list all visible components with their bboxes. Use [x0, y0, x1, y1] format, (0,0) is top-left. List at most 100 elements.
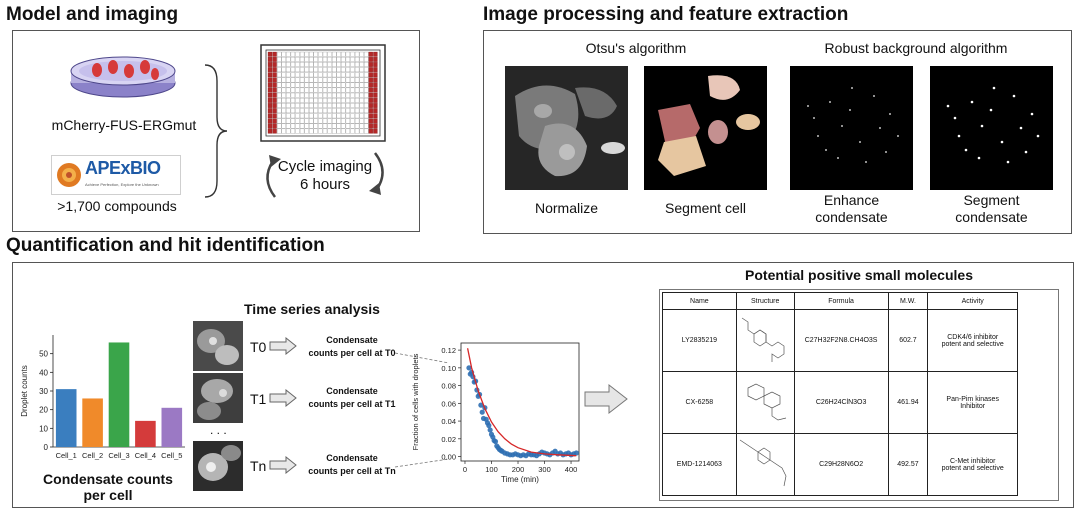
plate-well	[336, 62, 341, 67]
plate-well	[267, 67, 273, 73]
plate-well	[299, 67, 305, 73]
plate-well	[354, 77, 360, 83]
plate-well	[313, 108, 318, 114]
plate-well	[345, 77, 351, 83]
plate-well	[327, 113, 332, 119]
plate-well	[354, 72, 360, 78]
plate-well	[368, 87, 373, 93]
plate-well	[272, 87, 277, 93]
plate-well	[322, 123, 328, 129]
table-row: CX-6258 C26H24ClN3O3 461.94 Pan-Pim kina…	[662, 371, 1018, 434]
condensate-dot	[879, 127, 881, 129]
plate-well	[354, 62, 360, 67]
plate-well	[290, 82, 296, 88]
plate-well	[272, 128, 277, 134]
col-formula: Formula	[793, 292, 889, 310]
model-panel: mCherry-FUS-ERGmut APExBIO Achieve Perfe…	[12, 30, 420, 232]
plate-well	[327, 128, 332, 134]
plate-well	[368, 51, 373, 57]
thumbnail-tn	[193, 441, 243, 491]
activity-line-1: Pan-Pim kinases	[946, 395, 999, 403]
plate-well	[336, 103, 341, 108]
plate-well	[318, 103, 323, 108]
plate-well	[354, 56, 360, 62]
plate-well	[267, 87, 273, 93]
plate-well	[327, 51, 332, 57]
plate-well	[350, 113, 355, 119]
plate-well	[364, 56, 369, 62]
plate-well	[332, 62, 337, 67]
y-tick-label: 10	[39, 424, 48, 433]
plate-well	[272, 72, 277, 78]
col-name: Name	[662, 292, 737, 310]
plate-well	[341, 118, 346, 124]
plate-well	[345, 92, 351, 98]
plate-well	[373, 72, 378, 78]
plate-well	[286, 108, 291, 114]
plate-well	[290, 87, 296, 93]
plate-well	[272, 67, 277, 73]
plate-well	[313, 56, 318, 62]
plate-well	[373, 128, 378, 134]
plate-well	[286, 82, 291, 88]
plate-well	[368, 97, 373, 103]
well-plate	[259, 43, 387, 143]
brace-icon	[204, 64, 228, 198]
plate-well	[286, 77, 291, 83]
plate-well	[281, 108, 286, 114]
plate-well	[332, 77, 337, 83]
plate-well	[332, 87, 337, 93]
enhance-label-2: condensate	[815, 209, 888, 225]
plate-well	[304, 92, 309, 98]
plate-well	[304, 72, 309, 78]
y-tick-label: 50	[39, 350, 48, 359]
plate-well	[336, 51, 341, 57]
plate-well	[322, 67, 328, 73]
plate-well	[309, 108, 314, 114]
plate-well	[327, 56, 332, 62]
plate-well	[290, 92, 296, 98]
plate-well	[364, 67, 369, 73]
plate-well	[299, 72, 305, 78]
plate-well	[354, 103, 360, 108]
bar-cell-1	[55, 389, 77, 447]
plate-well	[368, 92, 373, 98]
plate-well	[341, 108, 346, 114]
plate-well	[299, 103, 305, 108]
plate-well	[332, 82, 337, 88]
plate-well	[359, 72, 364, 78]
apexbio-name: APExBIO	[85, 158, 161, 178]
plate-well	[309, 92, 314, 98]
plate-well	[313, 103, 318, 108]
plate-well	[304, 123, 309, 129]
condensate-dot	[897, 135, 899, 137]
normalized-cells-image	[505, 66, 628, 190]
plate-well	[277, 97, 282, 103]
cell-name: EMD-1214063	[662, 433, 737, 496]
plate-well	[341, 128, 346, 134]
plate-well	[332, 51, 337, 57]
plate-well	[277, 92, 282, 98]
plate-well	[272, 62, 277, 67]
plate-well	[341, 77, 346, 83]
plate-well	[313, 92, 318, 98]
plate-well	[322, 82, 328, 88]
plate-well	[309, 118, 314, 124]
plate-well	[345, 51, 351, 57]
plate-well	[350, 51, 355, 57]
plate-well	[345, 87, 351, 93]
plate-well	[332, 103, 337, 108]
plate-well	[332, 123, 337, 129]
plate-well	[318, 128, 323, 134]
cell-mw: 492.57	[887, 433, 929, 496]
condensate-dot	[813, 117, 815, 119]
structure-2-icon	[747, 383, 787, 420]
condensate-dot	[989, 108, 993, 112]
plate-well	[277, 67, 282, 73]
t0-text-2: counts per cell at T0	[308, 348, 396, 358]
plate-well	[281, 118, 286, 124]
plate-well	[345, 67, 351, 73]
plate-well	[318, 67, 323, 73]
plate-well	[267, 77, 273, 83]
x-tick-label: 300	[538, 465, 551, 474]
